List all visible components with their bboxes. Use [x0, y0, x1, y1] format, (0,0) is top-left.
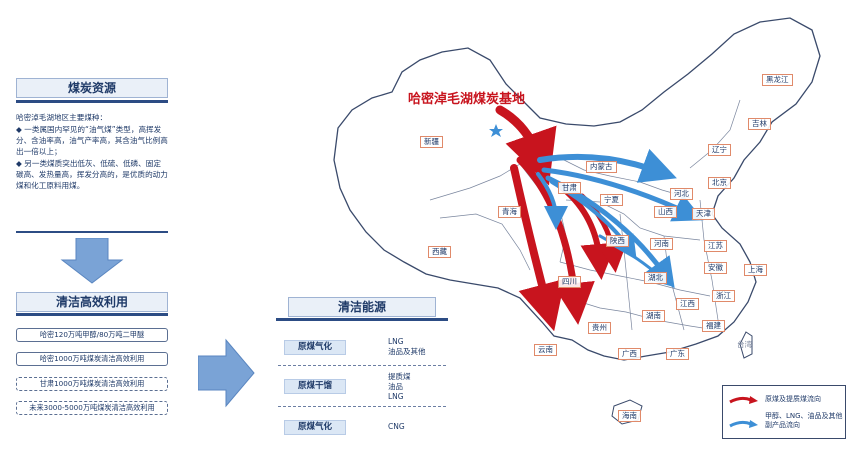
province-label: 西藏 — [428, 246, 451, 258]
province-label: 江西 — [676, 298, 699, 310]
province-label: 湖北 — [644, 272, 667, 284]
coal-text-bottom-rule — [16, 231, 168, 233]
province-label: 贵州 — [588, 322, 611, 334]
process-separator-2 — [278, 406, 446, 407]
province-label: 广东 — [666, 348, 689, 360]
province-label: 宁夏 — [600, 194, 623, 206]
efficient-use-item-1: 哈密120万吨甲醇/80万吨二甲醚 — [16, 328, 168, 342]
province-label: 上海 — [744, 264, 767, 276]
process-products-2: 提质煤 油品 LNG — [388, 372, 411, 401]
red-flow-arrow-2 — [510, 164, 566, 332]
province-label: 甘肃 — [558, 182, 581, 194]
process-products-1: LNG 油品及其他 — [388, 337, 426, 356]
legend-blue-arrow-icon — [729, 420, 758, 428]
province-label: 海南 — [618, 410, 641, 422]
coal-intro: 哈密淖毛湖地区主要煤种： — [16, 113, 108, 122]
process-badge-1: 原煤气化 — [284, 340, 346, 355]
coal-resources-rule — [16, 100, 168, 103]
coal-bullet-1: ◆ 一类属国内罕见的“油气煤”类型，高挥发分、含油率高，油气产率高，其含油气比例… — [16, 125, 168, 156]
process-badge-2: 原煤干馏 — [284, 379, 346, 394]
province-label: 湖南 — [642, 310, 665, 322]
legend-blue-label: 甲醇、LNG、油品及其他副产品流向 — [765, 412, 843, 429]
province-label: 黑龙江 — [762, 74, 793, 86]
blue-flow-arrow-1 — [537, 148, 677, 183]
province-label: 河北 — [670, 188, 693, 200]
coal-resources-text: 哈密淖毛湖地区主要煤种： ◆ 一类属国内罕见的“油气煤”类型，高挥发分、含油率高… — [16, 112, 168, 192]
province-label: 辽宁 — [708, 144, 731, 156]
base-star-icon — [489, 124, 503, 137]
province-label: 河南 — [650, 238, 673, 250]
clean-energy-title: 清洁能源 — [288, 297, 436, 317]
process-badge-3: 原煤气化 — [284, 420, 346, 435]
right-arrow-icon — [198, 338, 255, 408]
process-products-3: CNG — [388, 422, 405, 431]
province-label: 福建 — [702, 320, 725, 332]
blue-flow-arrow-5 — [536, 172, 568, 230]
legend-red-arrow-icon — [729, 396, 758, 404]
province-label: 四川 — [558, 276, 581, 288]
efficient-use-item-2: 哈密1000万吨煤炭清洁高效利用 — [16, 352, 168, 366]
province-label: 天津 — [692, 208, 715, 220]
province-label: 北京 — [708, 177, 731, 189]
china-map — [333, 17, 821, 425]
province-label: 台湾 — [737, 340, 752, 349]
base-label: 哈密淖毛湖煤炭基地 — [408, 92, 526, 107]
efficient-use-title: 清洁高效利用 — [16, 292, 168, 312]
province-label: 青海 — [498, 206, 521, 218]
down-arrow-icon — [60, 238, 124, 284]
province-label: 安徽 — [704, 262, 727, 274]
province-label: 云南 — [534, 344, 557, 356]
province-label: 陕西 — [606, 235, 629, 247]
taiwan-outline — [739, 331, 753, 359]
legend: 原煤及提质煤流向 甲醇、LNG、油品及其他副产品流向 — [722, 385, 846, 439]
efficient-use-rule — [16, 313, 168, 316]
province-label: 吉林 — [748, 118, 771, 130]
clean-energy-rule — [276, 318, 448, 321]
province-label: 新疆 — [420, 136, 443, 148]
coal-resources-title: 煤炭资源 — [16, 78, 168, 98]
province-label: 江苏 — [704, 240, 727, 252]
province-label: 内蒙古 — [586, 161, 617, 173]
process-separator-1 — [278, 365, 446, 366]
efficient-use-item-4: 未来3000-5000万吨煤炭清洁高效利用 — [16, 401, 168, 415]
red-flow-arrow-1 — [495, 105, 557, 186]
province-label: 广西 — [618, 348, 641, 360]
efficient-use-item-3: 甘肃1000万吨煤炭清洁高效利用 — [16, 377, 168, 391]
province-label: 浙江 — [712, 290, 735, 302]
province-label: 山西 — [654, 206, 677, 218]
legend-red-label: 原煤及提质煤流向 — [765, 395, 821, 403]
coal-bullet-2: ◆ 另一类煤质突出低灰、低硫、低磷、固定碳高、发热量高，挥发分高的，是优质的动力… — [16, 159, 168, 190]
